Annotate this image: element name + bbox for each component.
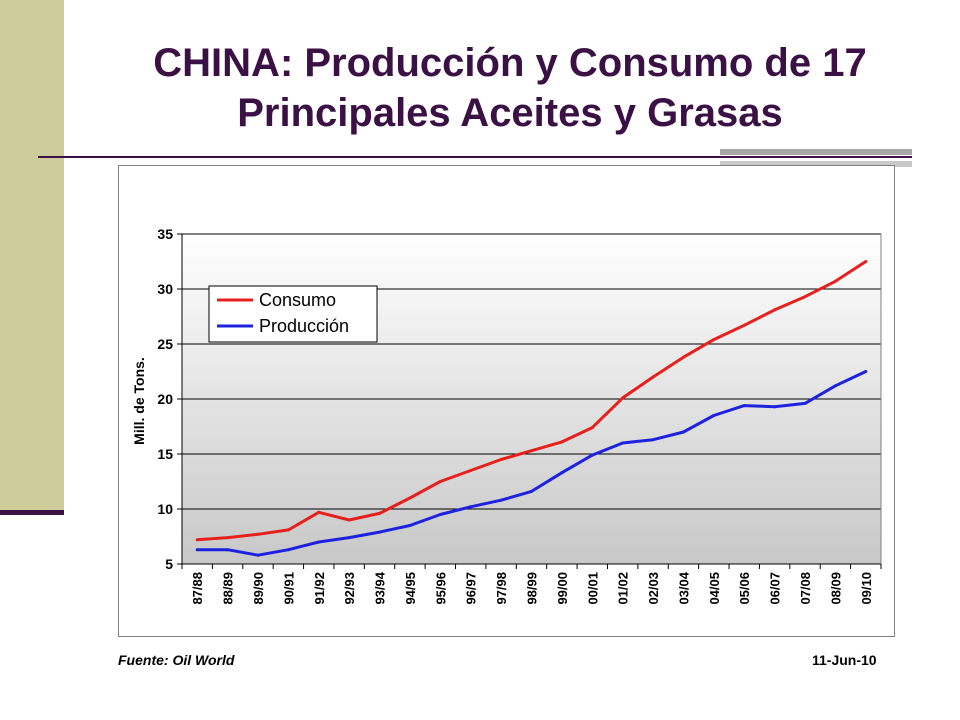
y-tick-label-20: 20 [157,391,173,407]
series-1-point-16 [681,430,685,434]
series-0-point-20 [803,295,807,299]
x-tick-label-07-08: 07/08 [798,572,813,605]
legend-label-1: Producción [259,316,349,336]
series-1-point-5 [347,536,351,540]
series-1-point-6 [378,530,382,534]
series-0-point-11 [530,449,533,453]
series-1-point-13 [590,453,594,457]
series-0-point-22 [864,260,868,263]
x-tick-label-90-91: 90/91 [281,572,296,605]
series-0-point-9 [469,469,473,472]
y-tick-label-5: 5 [165,556,173,572]
x-tick-label-91-92: 91/92 [312,572,327,605]
legend-label-0: Consumo [259,290,336,310]
series-0-point-19 [773,308,777,312]
series-0-point-15 [651,375,655,379]
series-1-point-15 [651,438,655,442]
series-1-point-18 [742,404,746,408]
divider-accent-bottom [720,161,912,167]
legend: Consumo Producción [208,285,378,343]
series-0-point-8 [438,480,442,483]
y-axis-label: Mill. de Tons. [131,357,147,445]
series-0-point-1 [226,536,230,540]
line-chart: 5 10 15 20 25 30 35 87/88 88/89 89/90 90/91 91/92 9… [131,226,882,605]
date-note: 11-Jun-10 [812,652,877,668]
x-tick-label-98-99: 98/99 [525,572,540,605]
series-1-point-11 [530,489,533,493]
series-1-point-9 [469,505,473,509]
series-1-point-0 [195,548,199,552]
series-1-point-10 [499,498,503,502]
series-0-point-5 [347,518,351,522]
series-1-point-21 [833,384,837,388]
x-tick-label-93-94: 93/94 [373,571,388,604]
x-tick-label-05-06: 05/06 [737,572,752,605]
x-tick-label-87-88: 87/88 [190,572,205,605]
series-1-point-2 [256,553,260,557]
series-1-point-17 [712,414,716,417]
series-0-point-4 [317,510,321,514]
series-1-point-14 [621,441,625,445]
series-1-point-20 [803,401,807,405]
x-tick-label-02-03: 02/03 [646,572,661,605]
slide-title-line-1: CHINA: Producción y Consumo de 17 [153,41,867,85]
x-tick-label-96-97: 96/97 [464,572,479,605]
series-0-point-10 [499,458,503,461]
series-1-point-8 [438,513,442,516]
x-tick-label-03-04: 03/04 [676,571,691,604]
series-0-point-7 [408,496,412,500]
x-tick-label-95-96: 95/96 [433,572,448,605]
series-0-point-18 [742,323,746,327]
source-note: Fuente: Oil World [118,652,235,668]
slide-title: CHINA: Producción y Consumo de 17 Princi… [80,38,940,138]
series-0-point-3 [286,528,290,532]
x-tick-label-92-93: 92/93 [342,572,357,605]
y-tick-label-10: 10 [157,501,173,517]
slide-title-line-2: Principales Aceites y Grasas [237,91,783,135]
series-0-point-13 [590,426,594,430]
x-tick-label-06-07: 06/07 [768,572,783,605]
series-0-point-21 [833,279,837,283]
x-tick-label-94-95: 94/95 [403,572,418,605]
x-tick-label-00-01: 00/01 [585,572,600,605]
x-tick-label-01-02: 01/02 [616,572,631,605]
series-1-point-19 [773,405,777,409]
series-1-point-22 [864,370,868,373]
sidebar-decoration [0,0,64,512]
series-0-point-2 [256,532,260,536]
series-1-point-4 [317,540,321,544]
title-divider [38,156,912,158]
series-lines [195,260,868,557]
series-1-point-7 [408,524,412,527]
sidebar-decoration-base [0,510,64,515]
x-tick-label-97-98: 97/98 [494,572,509,605]
series-1-point-3 [286,548,290,552]
series-1-point-12 [560,471,564,475]
y-axis-ticks: 5 10 15 20 25 30 35 [157,226,182,572]
legend-box [208,285,378,343]
x-tick-label-08-09: 08/09 [828,572,843,605]
y-tick-label-30: 30 [157,281,173,297]
series-0-point-12 [560,440,564,444]
divider-accent-top [720,149,912,155]
x-axis-ticks: 87/88 88/89 89/90 90/91 91/92 92/93 93/94 94/95… [181,564,882,605]
x-tick-label-04-05: 04/05 [707,572,722,605]
y-tick-label-25: 25 [157,336,173,352]
series-0-point-16 [681,355,685,359]
x-tick-label-88-89: 88/89 [221,572,236,605]
series-0-point-0 [195,538,199,542]
series-1-point-1 [226,548,230,552]
series-0-point-17 [712,338,716,342]
x-tick-label-99-00: 99/00 [555,572,570,605]
y-tick-label-35: 35 [157,226,173,242]
y-tick-label-15: 15 [157,446,173,462]
series-0-point-14 [621,396,625,400]
x-tick-label-89-90: 89/90 [251,572,266,605]
x-tick-label-09-10: 09/10 [859,572,874,605]
chart-frame: 5 10 15 20 25 30 35 87/88 88/89 89/90 90/91 91/92 9… [118,165,895,637]
series-0-point-6 [378,511,382,515]
